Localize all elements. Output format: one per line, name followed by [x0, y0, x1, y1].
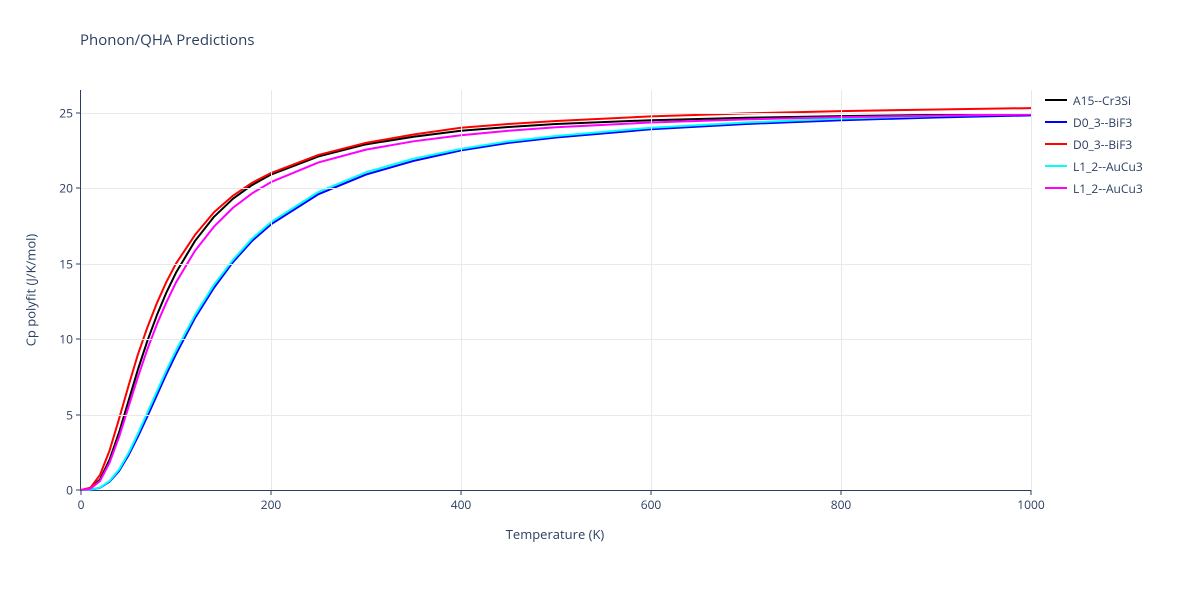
y-tick-mark — [76, 188, 81, 189]
x-tick-label: 400 — [451, 496, 472, 513]
plot-area: 020040060080010000510152025 — [80, 90, 1031, 491]
legend-item[interactable]: L1_2--AuCu3 — [1045, 156, 1143, 176]
y-tick-mark — [76, 339, 81, 340]
legend: A15--Cr3Si D0_3--BiF3 D0_3--BiF3 L1_2--AuCu… — [1045, 90, 1143, 200]
x-tick-mark — [1031, 490, 1032, 495]
gridline-horizontal — [81, 188, 1031, 189]
x-tick-mark — [651, 490, 652, 495]
gridline-vertical — [1031, 90, 1032, 490]
gridline-horizontal — [81, 339, 1031, 340]
x-tick-label: 200 — [261, 496, 282, 513]
y-tick-mark — [76, 490, 81, 491]
legend-swatch — [1045, 165, 1067, 167]
y-tick-label: 25 — [59, 104, 73, 121]
x-axis-label: Temperature (K) — [80, 525, 1030, 543]
gridline-horizontal — [81, 113, 1031, 114]
x-tick-label: 800 — [831, 496, 852, 513]
legend-label: L1_2--AuCu3 — [1073, 180, 1143, 197]
y-tick-label: 20 — [59, 180, 73, 197]
legend-item[interactable]: D0_3--BiF3 — [1045, 112, 1143, 132]
series-line — [81, 115, 1031, 490]
x-tick-mark — [271, 490, 272, 495]
legend-item[interactable]: D0_3--BiF3 — [1045, 134, 1143, 154]
legend-item[interactable]: L1_2--AuCu3 — [1045, 178, 1143, 198]
legend-label: D0_3--BiF3 — [1073, 114, 1132, 131]
legend-swatch — [1045, 143, 1067, 145]
x-tick-label: 0 — [78, 496, 85, 513]
legend-label: L1_2--AuCu3 — [1073, 158, 1143, 175]
legend-swatch — [1045, 187, 1067, 189]
legend-swatch — [1045, 99, 1067, 101]
y-tick-mark — [76, 263, 81, 264]
series-line — [81, 114, 1031, 490]
legend-label: A15--Cr3Si — [1073, 92, 1131, 109]
gridline-vertical — [461, 90, 462, 490]
series-line — [81, 114, 1031, 490]
chart-title: Phonon/QHA Predictions — [80, 30, 255, 50]
x-tick-mark — [841, 490, 842, 495]
gridline-horizontal — [81, 415, 1031, 416]
x-tick-mark — [461, 490, 462, 495]
legend-item[interactable]: A15--Cr3Si — [1045, 90, 1143, 110]
y-tick-mark — [76, 414, 81, 415]
series-line — [81, 108, 1031, 490]
x-tick-mark — [81, 490, 82, 495]
x-tick-label: 1000 — [1017, 496, 1044, 513]
series-line — [81, 114, 1031, 490]
y-tick-mark — [76, 112, 81, 113]
x-tick-label: 600 — [641, 496, 662, 513]
y-tick-label: 0 — [66, 482, 73, 499]
y-tick-label: 5 — [66, 406, 73, 423]
y-tick-label: 15 — [59, 255, 73, 272]
gridline-horizontal — [81, 264, 1031, 265]
gridline-vertical — [651, 90, 652, 490]
legend-swatch — [1045, 121, 1067, 123]
legend-label: D0_3--BiF3 — [1073, 136, 1132, 153]
gridline-vertical — [271, 90, 272, 490]
chart-container: Phonon/QHA Predictions 02004006008001000… — [0, 0, 1200, 600]
series-svg — [81, 90, 1031, 490]
y-axis-label: Cp polyfit (J/K/mol) — [20, 90, 40, 490]
gridline-vertical — [841, 90, 842, 490]
y-tick-label: 10 — [59, 331, 73, 348]
